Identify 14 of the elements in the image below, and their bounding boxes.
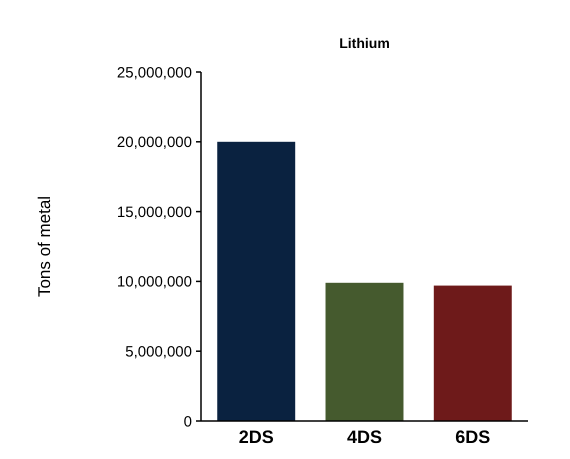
y-tick-label: 0	[184, 413, 192, 430]
y-tick-label: 5,000,000	[125, 343, 192, 360]
y-tick-label: 25,000,000	[116, 64, 192, 82]
y-tick-label: 15,000,000	[116, 204, 192, 221]
bar	[217, 142, 296, 421]
y-tick-label: 20,000,000	[116, 134, 192, 152]
y-tick-label: 10,000,000	[116, 274, 192, 291]
y-axis-title: Tons of metal	[35, 196, 54, 298]
x-tick-label: 6DS	[455, 427, 490, 447]
x-tick-label: 4DS	[346, 427, 382, 447]
x-tick-label: 2DS	[238, 427, 274, 447]
chart-title: Lithium	[339, 35, 390, 51]
bar	[434, 286, 512, 421]
bar	[326, 282, 404, 421]
